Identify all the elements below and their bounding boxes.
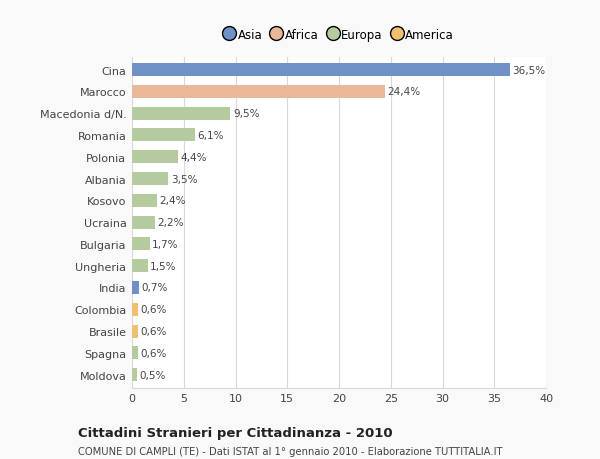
- Text: 0,6%: 0,6%: [141, 326, 167, 336]
- Bar: [132, 238, 149, 251]
- Legend: Asia, Africa, Europa, America: Asia, Africa, Europa, America: [221, 25, 457, 45]
- Text: 4,4%: 4,4%: [180, 152, 206, 162]
- Text: COMUNE DI CAMPLI (TE) - Dati ISTAT al 1° gennaio 2010 - Elaborazione TUTTITALIA.: COMUNE DI CAMPLI (TE) - Dati ISTAT al 1°…: [78, 446, 503, 456]
- Bar: [132, 173, 168, 185]
- Text: 6,1%: 6,1%: [198, 131, 224, 140]
- Bar: [132, 86, 385, 99]
- Text: 3,5%: 3,5%: [171, 174, 197, 184]
- Text: 0,6%: 0,6%: [141, 305, 167, 314]
- Bar: [132, 347, 138, 359]
- Bar: [132, 303, 138, 316]
- Text: 1,5%: 1,5%: [150, 261, 176, 271]
- Bar: [132, 151, 178, 164]
- Bar: [132, 260, 148, 273]
- Text: 36,5%: 36,5%: [512, 66, 545, 75]
- Bar: [132, 64, 510, 77]
- Text: 24,4%: 24,4%: [387, 87, 420, 97]
- Text: Cittadini Stranieri per Cittadinanza - 2010: Cittadini Stranieri per Cittadinanza - 2…: [78, 426, 392, 439]
- Text: 0,5%: 0,5%: [140, 370, 166, 380]
- Bar: [132, 216, 155, 229]
- Text: 0,6%: 0,6%: [141, 348, 167, 358]
- Text: 2,4%: 2,4%: [160, 196, 186, 206]
- Bar: [132, 325, 138, 338]
- Text: 2,2%: 2,2%: [157, 218, 184, 228]
- Text: 1,7%: 1,7%: [152, 239, 179, 249]
- Bar: [132, 194, 157, 207]
- Text: 9,5%: 9,5%: [233, 109, 259, 119]
- Bar: [132, 107, 230, 120]
- Bar: [132, 129, 195, 142]
- Text: 0,7%: 0,7%: [142, 283, 168, 293]
- Bar: [132, 368, 137, 381]
- Bar: [132, 281, 139, 294]
